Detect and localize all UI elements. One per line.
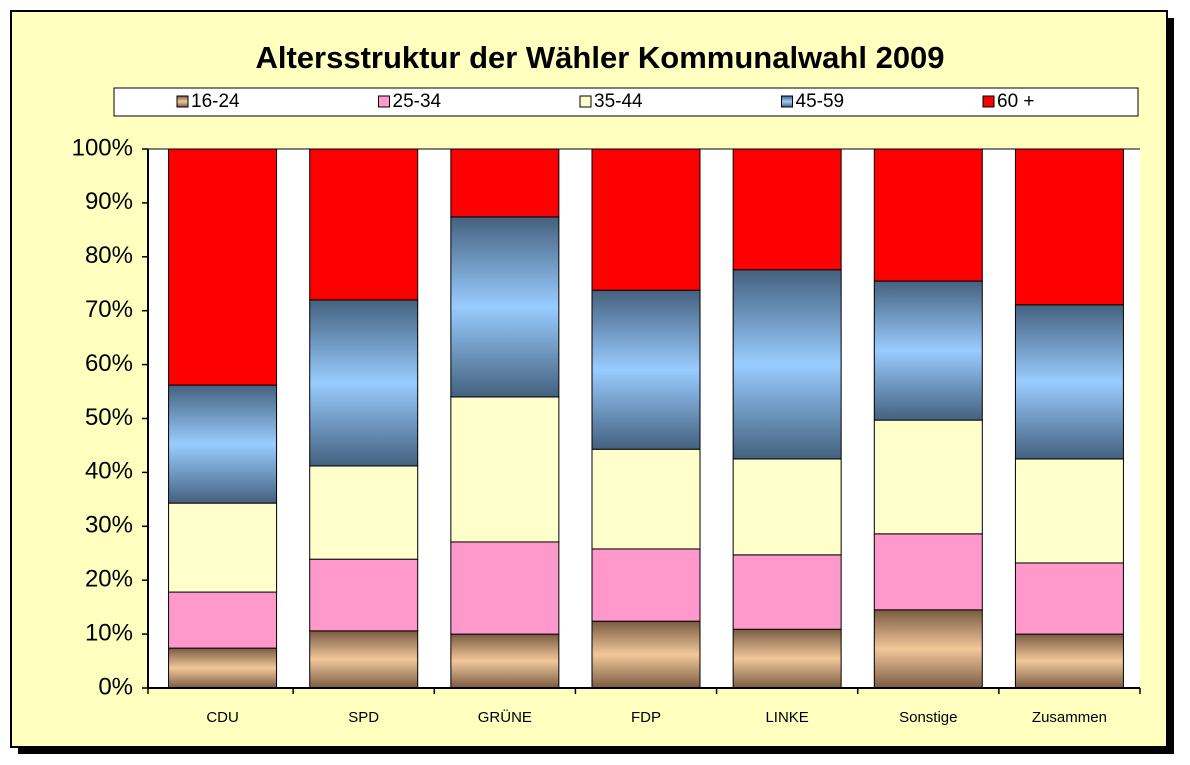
- legend-label: 16-24: [191, 91, 240, 112]
- y-tick-label: 30%: [85, 512, 133, 539]
- bar-segment: [873, 419, 983, 535]
- legend-swatch: [982, 95, 995, 108]
- y-tick-label: 70%: [85, 296, 133, 323]
- y-tick-label: 40%: [85, 458, 133, 485]
- legend-swatch: [579, 95, 592, 108]
- bar-segment: [732, 148, 842, 271]
- bar-segment: [309, 299, 419, 467]
- bar-segment: [1014, 148, 1124, 306]
- bar-segment: [309, 148, 419, 301]
- bar-segment: [873, 609, 983, 689]
- x-tick-label: FDP: [631, 709, 661, 726]
- y-tick-label: 90%: [85, 188, 133, 215]
- bar-segment: [1014, 458, 1124, 564]
- bar-segment: [732, 628, 842, 689]
- bar-segment: [450, 216, 560, 398]
- bar-segment: [591, 620, 701, 689]
- y-tick-label: 0%: [98, 673, 133, 700]
- bar-segment: [1014, 562, 1124, 635]
- bar-segment: [168, 384, 278, 504]
- bar-segment: [450, 148, 560, 218]
- bar-segment: [309, 465, 419, 560]
- y-tick-label: 10%: [85, 619, 133, 646]
- y-tick-label: 60%: [85, 350, 133, 377]
- bar-segment: [732, 458, 842, 556]
- legend-swatch: [176, 95, 189, 108]
- legend-swatch: [378, 95, 390, 108]
- x-tick-label: LINKE: [765, 709, 808, 726]
- legend: [113, 87, 1139, 117]
- bar-segment: [1014, 633, 1124, 689]
- legend-label: 60 +: [997, 91, 1035, 112]
- legend-label: 35-44: [594, 91, 643, 112]
- bar-segment: [873, 148, 983, 282]
- x-tick-label: GRÜNE: [478, 708, 532, 726]
- x-tick-label: Sonstige: [899, 709, 957, 726]
- x-tick-label: Zusammen: [1032, 709, 1107, 726]
- bar-segment: [450, 633, 560, 689]
- bar-segment: [873, 533, 983, 611]
- bar-segment: [1014, 304, 1124, 460]
- bar-segment: [168, 502, 278, 593]
- bar-segment: [591, 448, 701, 550]
- chart-title: Altersstruktur der Wähler Kommunalwahl 2…: [255, 40, 944, 75]
- bar-segment: [450, 396, 560, 543]
- bar-segment: [873, 280, 983, 421]
- x-tick-label: SPD: [348, 709, 379, 726]
- y-tick-label: 50%: [85, 404, 133, 431]
- bar-segment: [168, 148, 278, 386]
- bar-segment: [168, 591, 278, 649]
- bar-segment: [591, 289, 701, 450]
- x-tick-label: CDU: [206, 709, 239, 726]
- bar-segment: [591, 548, 701, 622]
- bar-segment: [168, 647, 278, 689]
- bar-segment: [450, 541, 560, 635]
- legend-label: 25-34: [393, 91, 442, 112]
- legend-label: 45-59: [796, 91, 845, 112]
- y-tick-label: 80%: [85, 242, 133, 269]
- bar-segment: [309, 558, 419, 632]
- bar-segment: [732, 554, 842, 630]
- y-tick-label: 20%: [85, 566, 133, 593]
- bar-segment: [591, 148, 701, 291]
- bar-segment: [732, 269, 842, 460]
- bar-segment: [309, 630, 419, 689]
- y-tick-label: 100%: [72, 134, 133, 161]
- legend-swatch: [781, 95, 793, 108]
